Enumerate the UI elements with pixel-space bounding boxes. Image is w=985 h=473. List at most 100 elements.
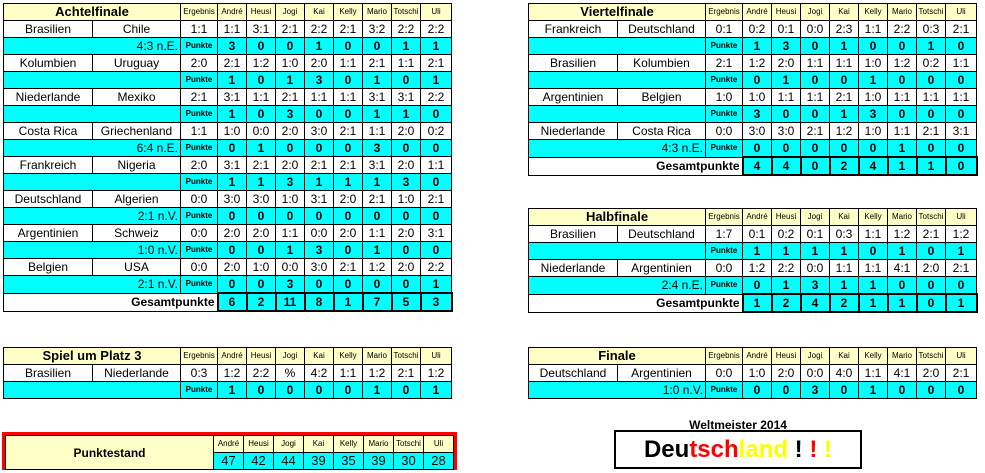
tip-cell[interactable]: 2:0 (246, 224, 276, 242)
tip-cell[interactable]: 1:1 (362, 224, 392, 242)
tip-cell[interactable]: 1:1 (275, 224, 305, 242)
tip-cell[interactable]: 0:2 (420, 122, 452, 140)
tip-cell[interactable]: 0:2 (742, 20, 772, 38)
tip-cell[interactable]: 2:0 (275, 122, 305, 140)
tip-cell[interactable]: 1:1 (217, 20, 247, 38)
tip-cell[interactable]: 2:2 (246, 364, 276, 382)
tip-cell[interactable]: 3:1 (391, 88, 421, 106)
tip-cell[interactable]: 1:1 (858, 225, 888, 243)
tip-cell[interactable]: 1:2 (362, 258, 392, 276)
tip-cell[interactable]: 1:1 (362, 122, 392, 140)
tip-cell[interactable]: 3:1 (304, 190, 334, 208)
tip-cell[interactable]: 1:1 (333, 88, 363, 106)
tip-cell[interactable]: 0:0 (800, 259, 830, 277)
tip-cell[interactable]: 0:0 (246, 122, 276, 140)
tip-cell[interactable]: 2:0 (217, 224, 247, 242)
tip-cell[interactable]: 1:1 (333, 364, 363, 382)
tip-cell[interactable]: 2:1 (333, 258, 363, 276)
tip-cell[interactable]: 1:2 (887, 54, 917, 72)
tip-cell[interactable]: 0:2 (916, 54, 946, 72)
tip-cell[interactable]: 3:0 (771, 122, 801, 140)
tip-cell[interactable]: 2:1 (246, 156, 276, 174)
tip-cell[interactable]: 2:1 (304, 156, 334, 174)
tip-cell[interactable]: 4:0 (829, 364, 859, 382)
tip-cell[interactable]: 3:1 (217, 88, 247, 106)
tip-cell[interactable]: 3:0 (217, 190, 247, 208)
tip-cell[interactable]: 2:1 (333, 20, 363, 38)
tip-cell[interactable]: 0:0 (275, 258, 305, 276)
tip-cell[interactable]: 2:2 (771, 259, 801, 277)
tip-cell[interactable]: 1:1 (858, 20, 888, 38)
tip-cell[interactable]: 4:1 (887, 364, 917, 382)
tip-cell[interactable]: 2:1 (362, 54, 392, 72)
tip-cell[interactable]: 1:0 (742, 364, 772, 382)
tip-cell[interactable]: 0:0 (800, 364, 830, 382)
tip-cell[interactable]: 0:1 (800, 225, 830, 243)
tip-cell[interactable]: 2:2 (391, 20, 421, 38)
tip-cell[interactable]: 1:1 (304, 88, 334, 106)
tip-cell[interactable]: 3:0 (742, 122, 772, 140)
tip-cell[interactable]: 1:2 (420, 364, 452, 382)
tip-cell[interactable]: 2:1 (945, 364, 977, 382)
tip-cell[interactable]: 2:3 (829, 20, 859, 38)
tip-cell[interactable]: 0:1 (742, 225, 772, 243)
tip-cell[interactable]: 4:1 (887, 259, 917, 277)
tip-cell[interactable]: 1:1 (246, 88, 276, 106)
tip-cell[interactable]: 2:1 (945, 259, 977, 277)
tip-cell[interactable]: 4:2 (304, 364, 334, 382)
tip-cell[interactable]: 1:2 (887, 225, 917, 243)
tip-cell[interactable]: 3:1 (362, 88, 392, 106)
tip-cell[interactable]: 1:0 (858, 54, 888, 72)
tip-cell[interactable]: 1:1 (829, 54, 859, 72)
tip-cell[interactable]: 0:0 (800, 20, 830, 38)
tip-cell[interactable]: 2:0 (771, 364, 801, 382)
tip-cell[interactable]: 1:0 (391, 190, 421, 208)
tip-cell[interactable]: 2:1 (800, 122, 830, 140)
tip-cell[interactable]: 2:1 (916, 122, 946, 140)
tip-cell[interactable]: 2:1 (275, 20, 305, 38)
tip-cell[interactable]: 0:3 (829, 225, 859, 243)
tip-cell[interactable]: 1:0 (275, 190, 305, 208)
tip-cell[interactable]: 1:0 (275, 54, 305, 72)
tip-cell[interactable]: 2:1 (420, 190, 452, 208)
tip-cell[interactable]: 0:0 (304, 224, 334, 242)
tip-cell[interactable]: 2:0 (391, 122, 421, 140)
tip-cell[interactable]: 1:1 (800, 88, 830, 106)
tip-cell[interactable]: 2:1 (945, 20, 977, 38)
tip-cell[interactable]: 1:1 (945, 54, 977, 72)
tip-cell[interactable]: 3:1 (945, 122, 977, 140)
tip-cell[interactable]: 2:2 (420, 258, 452, 276)
tip-cell[interactable]: 1:0 (217, 122, 247, 140)
tip-cell[interactable]: 2:1 (217, 54, 247, 72)
tip-cell[interactable]: 2:1 (916, 225, 946, 243)
tip-cell[interactable]: 2:0 (391, 156, 421, 174)
tip-cell[interactable]: 2:1 (362, 190, 392, 208)
tip-cell[interactable]: 1:2 (362, 364, 392, 382)
tip-cell[interactable]: 2:2 (420, 20, 452, 38)
tip-cell[interactable]: 1:2 (742, 259, 772, 277)
tip-cell[interactable]: 1:1 (829, 259, 859, 277)
tip-cell[interactable]: 1:1 (771, 88, 801, 106)
tip-cell[interactable]: 1:1 (945, 88, 977, 106)
tip-cell[interactable]: 3:2 (362, 20, 392, 38)
tip-cell[interactable]: 2:0 (391, 258, 421, 276)
tip-cell[interactable]: 0:2 (771, 225, 801, 243)
tip-cell[interactable]: 2:0 (333, 224, 363, 242)
tip-cell[interactable]: 2:1 (333, 156, 363, 174)
tip-cell[interactable]: 0:3 (916, 20, 946, 38)
tip-cell[interactable]: 1:1 (391, 54, 421, 72)
tip-cell[interactable]: 2:1 (333, 122, 363, 140)
tip-cell[interactable]: 2:0 (391, 224, 421, 242)
tip-cell[interactable]: 2:1 (829, 88, 859, 106)
tip-cell[interactable]: 1:2 (742, 54, 772, 72)
tip-cell[interactable]: 1:1 (858, 259, 888, 277)
tip-cell[interactable]: 1:2 (217, 364, 247, 382)
tip-cell[interactable]: 2:0 (333, 190, 363, 208)
tip-cell[interactable]: 2:0 (771, 54, 801, 72)
tip-cell[interactable]: 2:2 (304, 20, 334, 38)
tip-cell[interactable]: 2:1 (391, 364, 421, 382)
tip-cell[interactable]: 1:1 (887, 122, 917, 140)
tip-cell[interactable]: 2:0 (304, 54, 334, 72)
tip-cell[interactable]: 2:1 (420, 54, 452, 72)
tip-cell[interactable]: 1:1 (420, 156, 452, 174)
